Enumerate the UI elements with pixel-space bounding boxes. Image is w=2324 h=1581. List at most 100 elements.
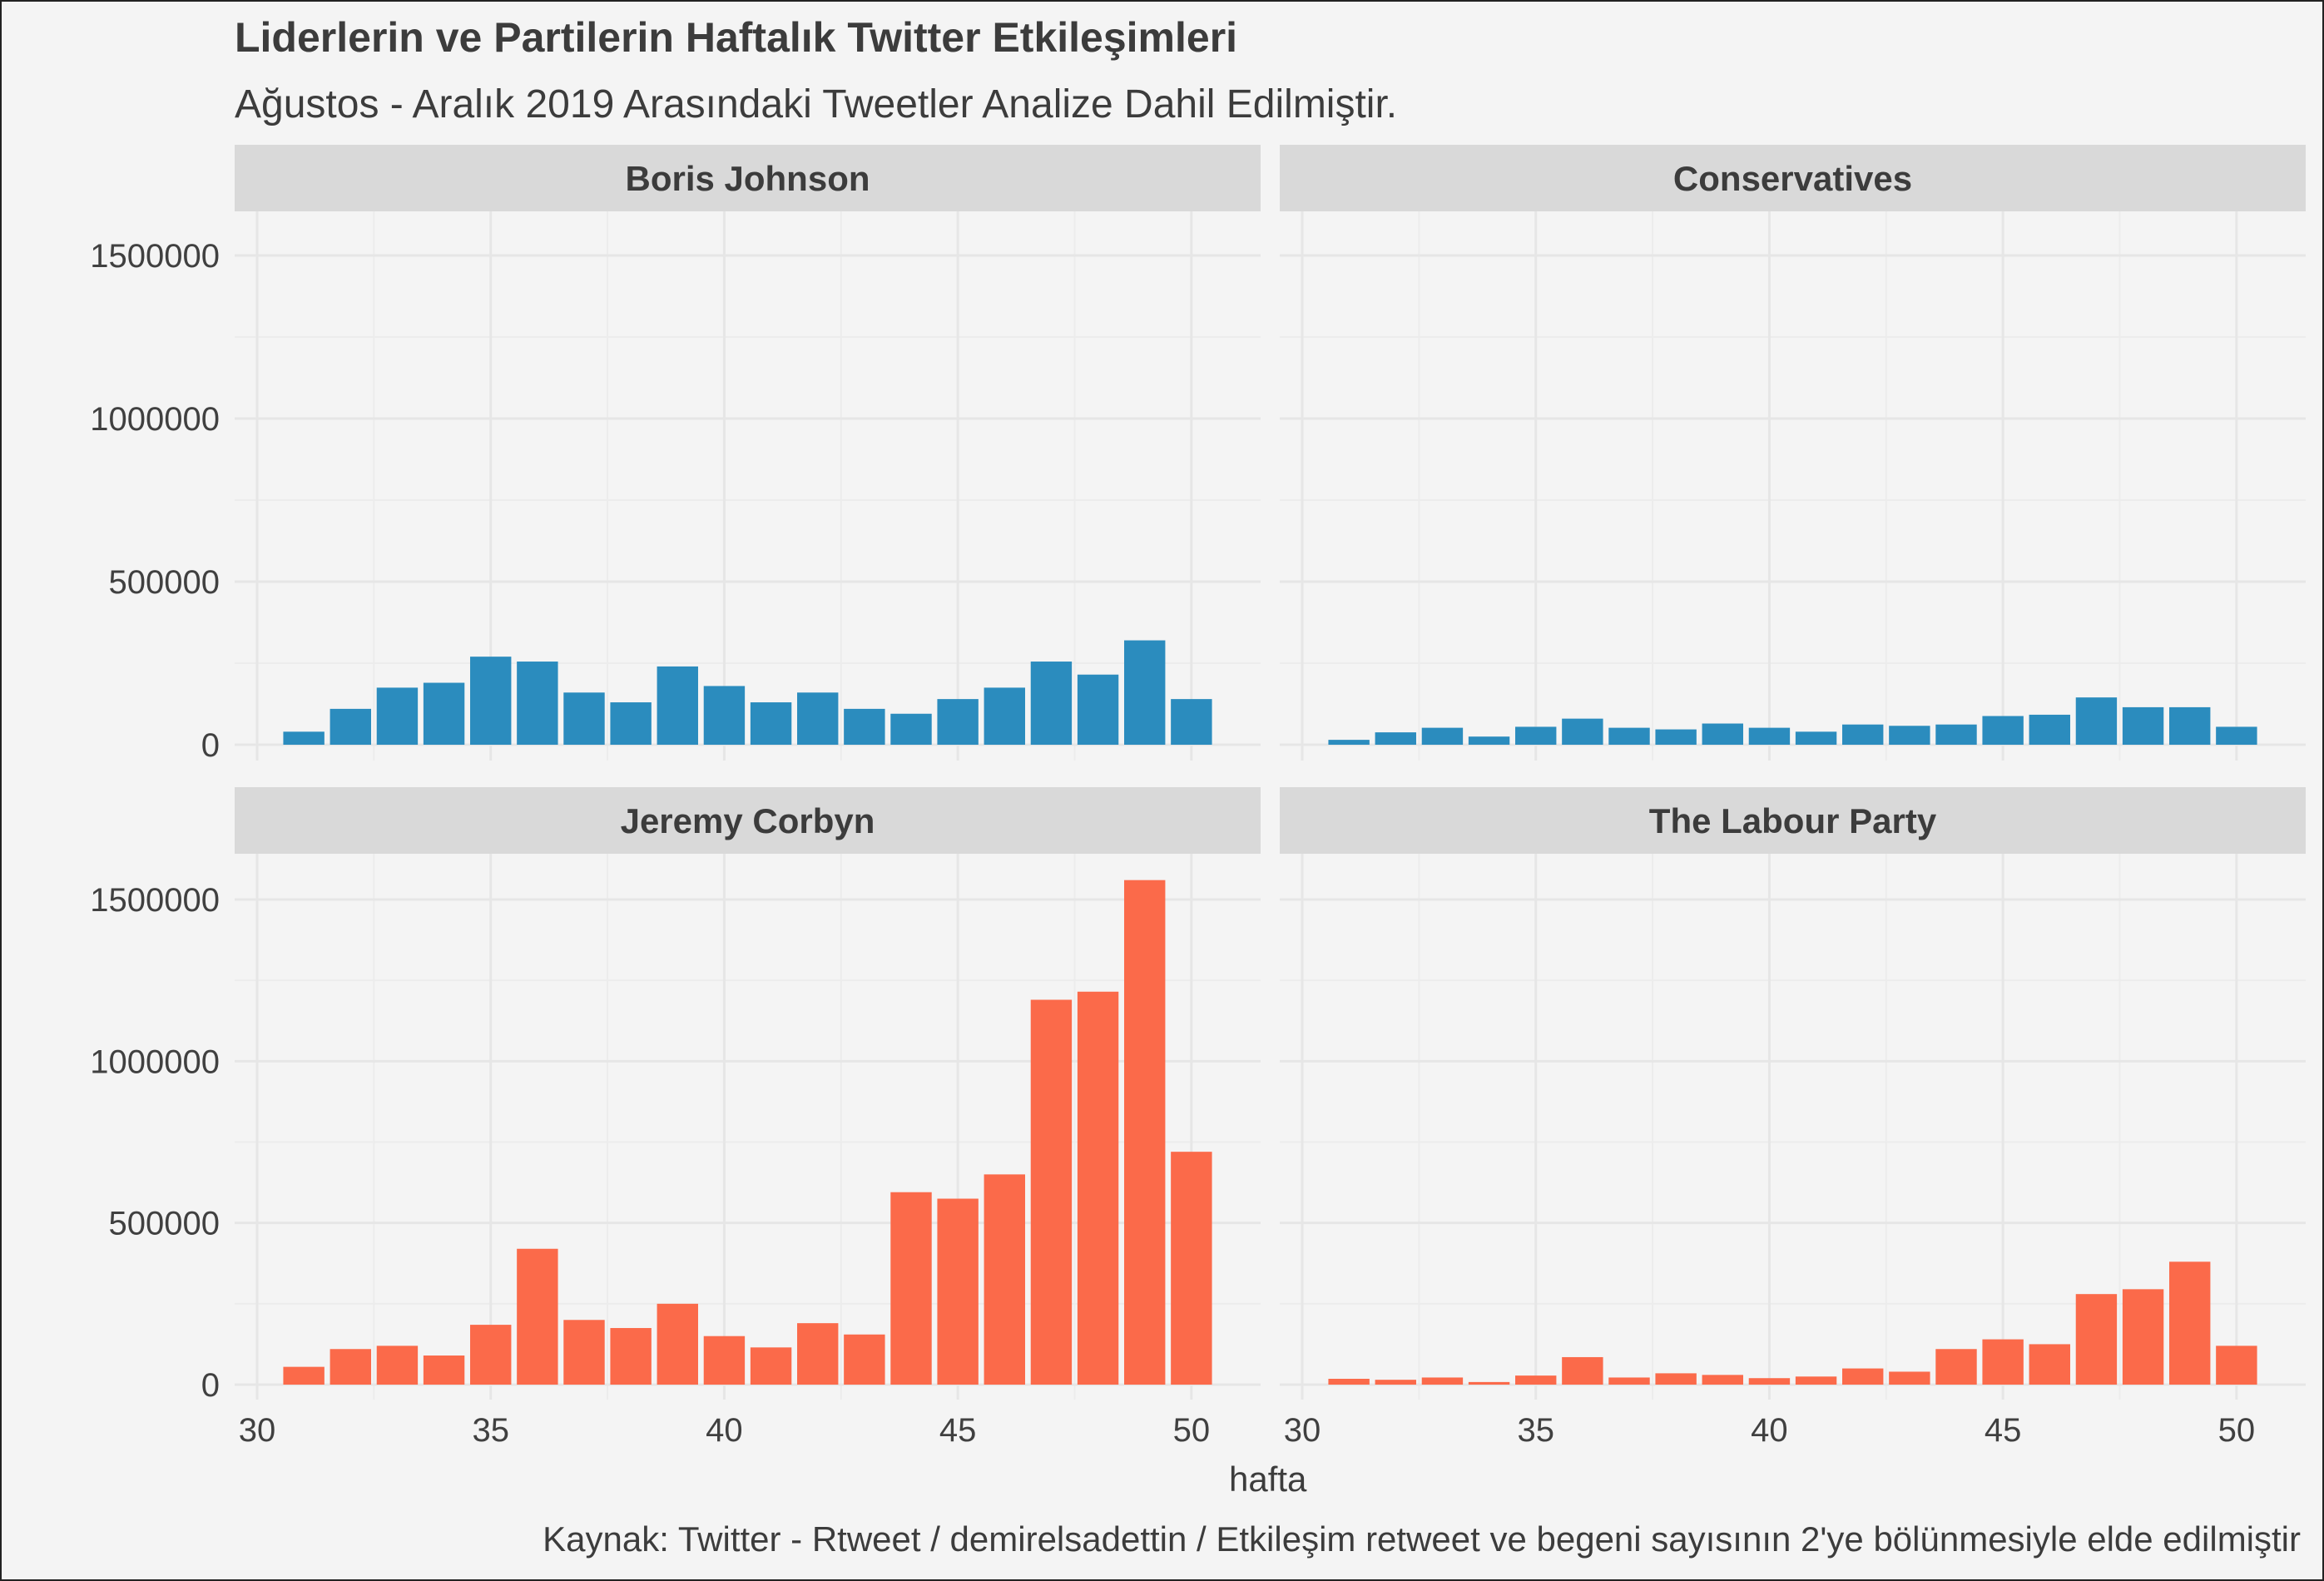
bar [890,713,932,745]
bar [657,1303,698,1385]
bar [330,708,371,745]
bar [1889,726,1930,745]
bar [1030,662,1073,745]
x-tick-label: 40 [1751,1412,1788,1449]
y-tick-label: 0 [201,727,220,764]
bar [1982,1339,2024,1385]
y-tick-label: 0 [201,1367,220,1404]
bar [2029,714,2070,745]
bar [330,1349,371,1385]
bar [1328,740,1370,745]
x-tick-label: 45 [1985,1412,2022,1449]
bar [470,657,512,745]
bar [1375,732,1416,745]
bar [1124,640,1166,745]
bar [1935,1349,1977,1385]
bar [517,662,558,745]
bar [1982,716,2024,745]
chart-title: Liderlerin ve Partilerin Haftalık Twitte… [235,14,1238,61]
bar [1328,1379,1370,1385]
bar [2169,706,2211,745]
bar [937,699,979,745]
facet-strip [235,145,1261,211]
y-tick-label: 1000000 [90,1043,220,1080]
bar [984,1174,1025,1385]
bar [750,702,792,745]
bar [703,1336,746,1385]
bar [1935,724,1977,745]
x-tick-label: 35 [472,1412,509,1449]
bar [2169,1261,2211,1385]
bar [283,731,325,745]
chart-caption: Kaynak: Twitter - Rtweet / demirelsadett… [543,1519,2301,1559]
bar [890,1192,932,1385]
bar [1702,723,1743,745]
bar [1077,991,1119,1385]
x-tick-label: 30 [1284,1412,1321,1449]
bar [750,1347,792,1385]
bar [657,666,698,745]
bar [937,1198,979,1385]
bar [1468,736,1510,745]
y-tick-label: 500000 [109,564,220,601]
bar [1748,727,1791,745]
facet-strip [235,787,1261,854]
bar [1515,1375,1557,1385]
bar [470,1325,512,1385]
x-tick-label: 50 [1173,1412,1211,1449]
bar [423,1355,465,1385]
bar [283,1366,325,1385]
bar [563,692,605,745]
bar [984,687,1025,745]
bar [1171,1152,1212,1385]
bar [1655,729,1697,745]
bar [2122,1289,2164,1385]
facet-strip-label: Jeremy Corbyn [621,801,875,840]
facet-strip-label: The Labour Party [1649,801,1937,840]
facet-strip [1280,787,2306,854]
bar [1171,699,1212,745]
bar [1608,727,1650,745]
x-tick-label: 35 [1517,1412,1554,1449]
bar [2075,697,2118,745]
bar [376,1346,419,1385]
bar [1608,1377,1650,1385]
bar [1421,727,1464,745]
bar [1889,1371,1930,1385]
bar [2216,1346,2257,1385]
bar [1702,1375,1743,1385]
x-tick-label: 45 [939,1412,977,1449]
bar [1795,1376,1837,1385]
bar [1655,1373,1697,1385]
x-tick-label: 50 [2218,1412,2256,1449]
bar [1515,726,1557,745]
bar [1748,1378,1791,1385]
bar [2216,726,2257,745]
bar [376,687,419,745]
bar [1842,724,1884,745]
chart-subtitle: Ağustos - Aralık 2019 Arasındaki Tweetle… [235,82,1398,126]
bar [797,692,839,745]
bar [1375,1380,1416,1385]
facet-strip [1280,145,2306,211]
y-tick-label: 1500000 [90,238,220,275]
bar [844,1334,885,1385]
bar [1124,880,1166,1385]
bar [1468,1381,1510,1385]
bar [1795,731,1837,745]
bar [844,708,885,745]
bar [1842,1368,1884,1385]
facet-strip-label: Boris Johnson [625,159,870,198]
bar [797,1323,839,1385]
x-tick-label: 30 [239,1412,276,1449]
bar [1030,999,1073,1385]
bar [1562,718,1603,745]
x-axis-label: hafta [1229,1460,1307,1499]
bar [610,702,652,745]
y-tick-label: 1500000 [90,882,220,919]
bar [1562,1356,1603,1385]
bar [610,1327,652,1385]
bar [423,682,465,745]
